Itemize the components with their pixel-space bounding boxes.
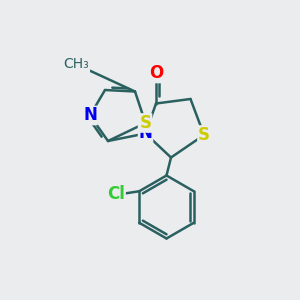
Text: N: N (139, 124, 152, 142)
Text: Cl: Cl (107, 185, 125, 203)
Text: CH₃: CH₃ (64, 58, 89, 71)
Text: S: S (140, 114, 152, 132)
Text: S: S (198, 126, 210, 144)
Text: N: N (83, 106, 97, 124)
Text: O: O (149, 64, 163, 82)
